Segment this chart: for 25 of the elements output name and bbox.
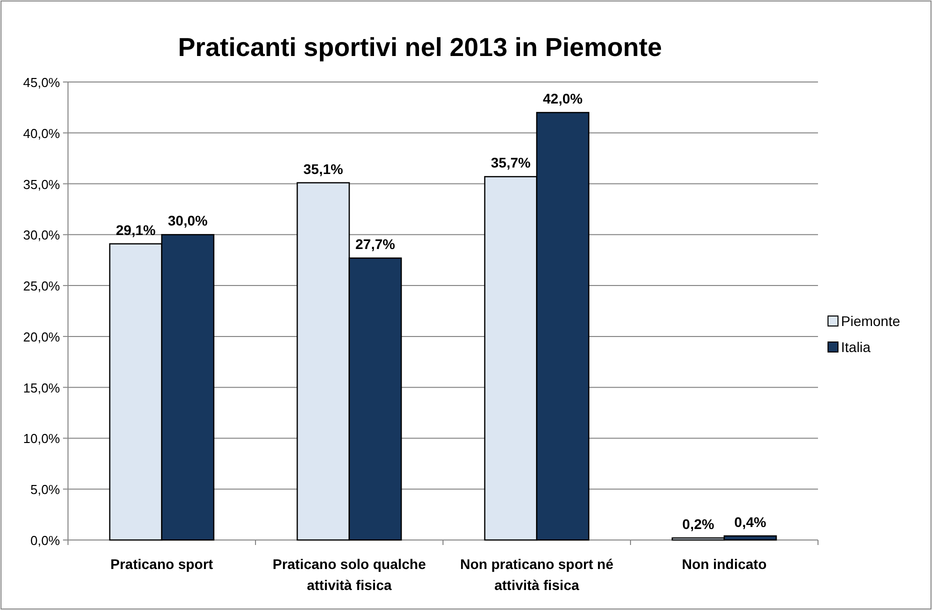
data-label: 30,0% [168,212,208,229]
y-tick-label: 40,0% [23,126,60,141]
y-tick-label: 45,0% [23,75,60,90]
data-label: 35,7% [490,154,532,171]
y-tick-label: 30,0% [23,228,60,243]
y-tick-label: 0,0% [30,533,60,548]
data-label: 42,0% [542,90,584,107]
data-label: 29,1% [116,222,156,238]
data-label: 35,1% [303,160,344,177]
y-tick-label: 15,0% [23,380,60,396]
data-label: 0,4% [734,514,767,530]
data-label: 27,7% [355,236,396,252]
y-tick-label: 10,0% [23,431,60,446]
legend-label: Piemonte [841,313,900,329]
legend-label: Italia [841,339,871,355]
x-tick-label: Non praticano sport né attività fisica [460,556,614,593]
chart-title: Praticanti sportivi nel 2013 in Piemonte [178,32,662,62]
x-tick-label: Praticano solo qualche attività fisica [272,556,426,593]
y-tick-label: 25,0% [23,278,60,294]
x-tick-label: Non indicato [682,556,767,572]
data-label: 0,2% [682,516,715,532]
x-tick-label: Praticano sport [110,556,214,572]
y-tick-label: 5,0% [30,482,60,498]
y-tick-label: 35,0% [23,176,60,192]
y-tick-label: 20,0% [23,329,60,344]
